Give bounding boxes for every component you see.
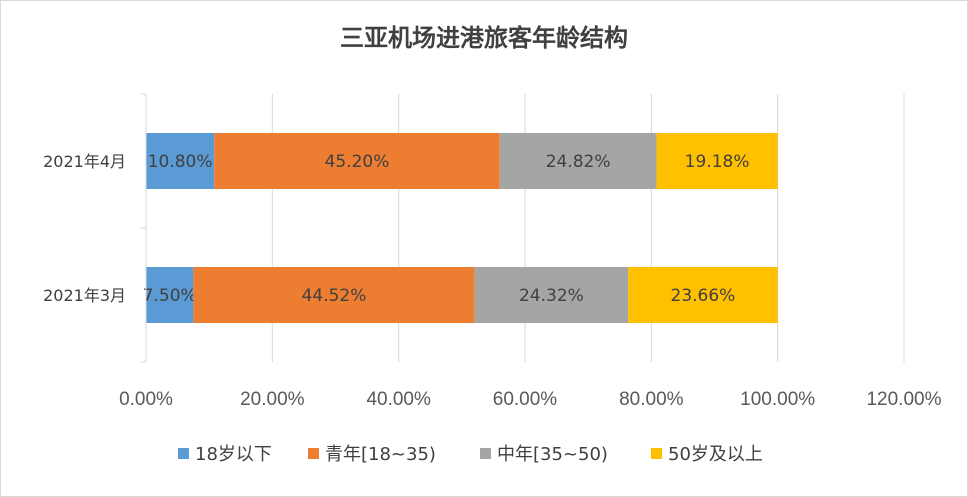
data-label-2-4: 23.66% [671,286,736,306]
bar-1-series-4 [656,133,778,189]
x-tick-label-2: 40.00% [366,389,431,410]
chart-title: 三亚机场进港旅客年龄结构 [340,24,628,52]
category-label-2: 2021年3月 [43,286,126,305]
legend-label-2: 青年[18~35) [325,444,436,465]
legend-swatch-4 [651,448,662,459]
x-tick-label-4: 80.00% [619,389,684,410]
legend-label-4: 50岁及以上 [668,444,763,465]
data-label-2-2: 44.52% [302,286,367,306]
x-tick-label-6: 120.00% [866,389,941,410]
category-label-1: 2021年4月 [43,152,126,171]
legend-label-1: 18岁以下 [195,444,272,465]
legend-swatch-1 [178,448,189,459]
legend-label-3: 中年[35~50) [497,444,608,465]
x-tick-label-1: 20.00% [240,389,305,410]
legend-swatch-2 [308,448,319,459]
x-tick-label-5: 100.00% [740,389,815,410]
bar-2-series-4 [628,267,778,323]
value-axis: 0.00% 20.00% 40.00% 60.00% 80.00% 100.00% 120.… [119,389,942,410]
data-label-2-3: 24.32% [519,286,584,306]
bar-1-series-1 [146,133,215,189]
data-label-1-4: 19.18% [685,152,750,172]
bars: 10.80% 45.20% 24.82% 19.18% 7.50% 44.52% 24.32… [143,133,778,323]
category-axis: 2021年4月 2021年3月 [43,93,147,363]
bar-2-series-3 [474,267,629,323]
data-label-1-3: 24.82% [546,152,611,172]
bar-2-series-2 [193,267,475,323]
bar-2-series-1 [146,267,194,323]
bar-1-series-2 [214,133,500,189]
data-label-1-2: 45.20% [325,152,390,172]
x-tick-label-0: 0.00% [119,389,173,410]
legend: 18岁以下 青年[18~35) 中年[35~50) 50岁及以上 [178,444,763,465]
data-label-1-1: 10.80% [148,152,213,172]
data-label-2-1: 7.50% [143,286,197,306]
legend-swatch-3 [480,448,491,459]
x-tick-label-3: 60.00% [493,389,558,410]
bar-1-series-3 [499,133,657,189]
